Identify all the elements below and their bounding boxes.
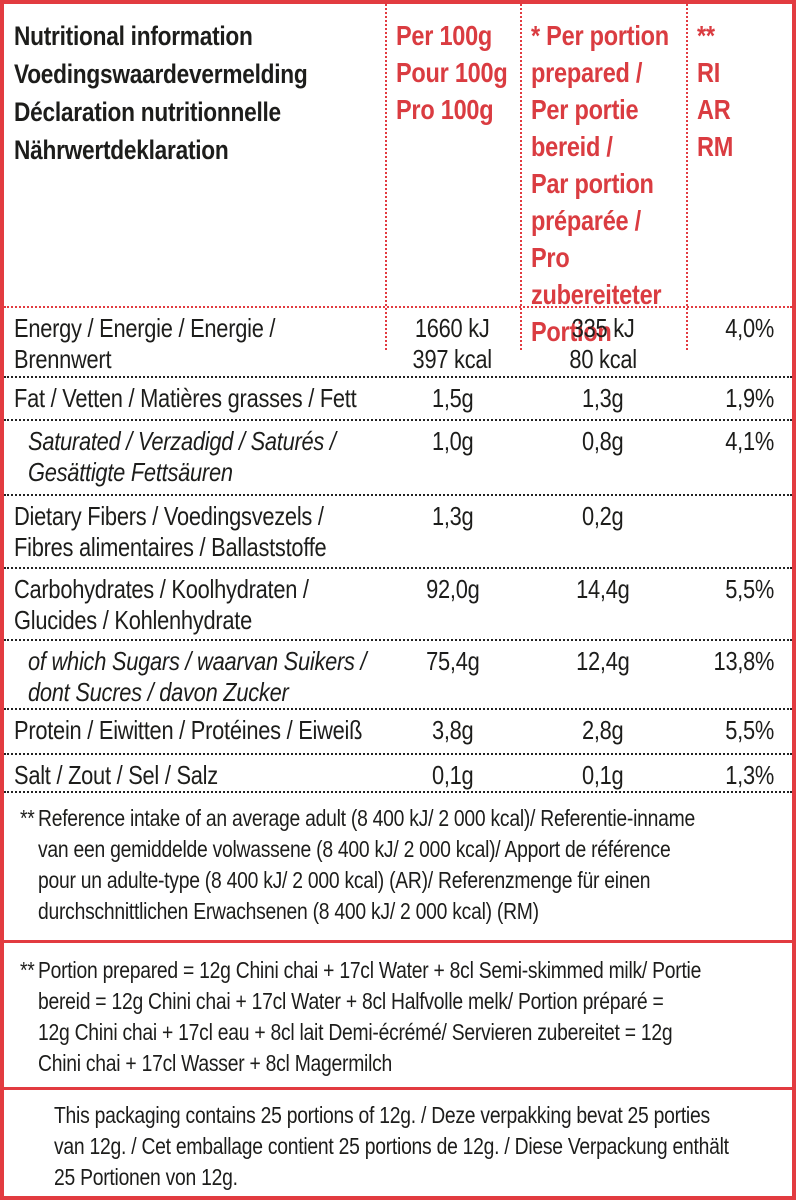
nutrient-value-per-portion: 335 kJ 80 kcal bbox=[569, 313, 637, 374]
nutrient-value-reference-intake: 13,8% bbox=[713, 646, 774, 676]
nutrient-row: Saturated / Verzadigd / Saturés / Gesätt… bbox=[4, 421, 792, 496]
nutrient-value-reference-intake bbox=[686, 496, 792, 567]
nutrient-value-reference-intake: 1,9% bbox=[725, 383, 774, 413]
nutrient-value-reference-intake: 1,3% bbox=[725, 760, 774, 790]
nutrient-value-per-portion: 12,4g bbox=[576, 646, 630, 676]
nutrient-value-reference-intake: 4,1% bbox=[725, 426, 774, 456]
nutrient-value-reference-intake: 4,0% bbox=[725, 313, 774, 343]
nutrient-label: Protein / Eiwitten / Protéines / Eiweiß bbox=[14, 715, 363, 745]
nutrient-value-per-100g: 0,1g bbox=[431, 760, 474, 790]
packaging-note: This packaging contains 25 portions of 1… bbox=[54, 1102, 729, 1190]
nutrient-value-per-portion: 1,3g bbox=[582, 383, 624, 413]
nutrient-value-reference-intake: 5,5% bbox=[725, 715, 774, 745]
nutrient-value-per-portion: 0,8g bbox=[582, 426, 624, 456]
nutrient-row: Salt / Zout / Sel / Salz 0,1g 0,1g 1,3% bbox=[4, 755, 792, 793]
nutrition-title-text: Nutritional information Voedingswaardeve… bbox=[14, 21, 308, 165]
nutrient-value-per-portion: 0,2g bbox=[582, 501, 624, 531]
nutrition-rows: Energy / Energie / Energie / Brennwert 1… bbox=[4, 308, 792, 793]
nutrition-title: Nutritional information Voedingswaardeve… bbox=[4, 4, 385, 350]
nutrient-row: Protein / Eiwitten / Protéines / Eiweiß … bbox=[4, 710, 792, 755]
footnote-reference-intake: ** Reference intake of an average adult … bbox=[4, 793, 792, 943]
footnote-text: Portion prepared = 12g Chini chai + 17cl… bbox=[38, 957, 702, 1076]
nutrient-value-per-portion: 14,4g bbox=[576, 574, 630, 604]
nutrient-value-per-100g: 1660 kJ 397 kcal bbox=[412, 313, 493, 374]
nutrient-value-per-portion: 0,1g bbox=[582, 760, 624, 790]
footnote-portion-prepared: ** Portion prepared = 12g Chini chai + 1… bbox=[4, 943, 792, 1090]
nutrition-header: Nutritional information Voedingswaardeve… bbox=[4, 4, 792, 350]
nutrient-row: Energy / Energie / Energie / Brennwert 1… bbox=[4, 308, 792, 378]
nutrient-value-per-100g: 75,4g bbox=[425, 646, 480, 676]
nutrient-value-per-100g: 92,0g bbox=[425, 574, 480, 604]
nutrient-label: of which Sugars / waarvan Suikers / dont… bbox=[28, 646, 367, 707]
column-header-per-portion: * Per portion prepared / Per portie bere… bbox=[520, 4, 686, 350]
footnote-text: Reference intake of an average adult (8 … bbox=[38, 805, 695, 924]
footnote-marker: ** bbox=[20, 957, 35, 983]
nutrient-row: of which Sugars / waarvan Suikers / dont… bbox=[4, 641, 792, 710]
nutrient-label: Energy / Energie / Energie / Brennwert bbox=[14, 313, 276, 374]
nutrient-label: Carbohydrates / Koolhydraten / Glucides … bbox=[14, 574, 309, 635]
column-header-reference-intake: ** RI AR RM bbox=[686, 4, 792, 350]
nutrient-row: Fat / Vetten / Matières grasses / Fett 1… bbox=[4, 378, 792, 421]
footnote-marker: ** bbox=[20, 805, 35, 831]
nutrient-label: Saturated / Verzadigd / Saturés / Gesätt… bbox=[28, 426, 336, 487]
nutrient-row: Dietary Fibers / Voedingsvezels / Fibres… bbox=[4, 496, 792, 569]
nutrient-value-per-100g: 1,5g bbox=[431, 383, 474, 413]
nutrient-value-per-100g: 3,8g bbox=[431, 715, 474, 745]
nutrient-label: Fat / Vetten / Matières grasses / Fett bbox=[14, 383, 357, 413]
nutrient-value-per-100g: 1,0g bbox=[431, 426, 474, 456]
nutrient-row: Carbohydrates / Koolhydraten / Glucides … bbox=[4, 569, 792, 641]
nutrient-value-per-portion: 2,8g bbox=[582, 715, 624, 745]
nutrient-label: Dietary Fibers / Voedingsvezels / Fibres… bbox=[14, 501, 327, 562]
column-header-per-100g: Per 100g Pour 100g Pro 100g bbox=[385, 4, 520, 350]
nutrient-value-per-100g: 1,3g bbox=[431, 501, 474, 531]
nutrient-label: Salt / Zout / Sel / Salz bbox=[14, 760, 218, 790]
nutrient-value-reference-intake: 5,5% bbox=[725, 574, 774, 604]
